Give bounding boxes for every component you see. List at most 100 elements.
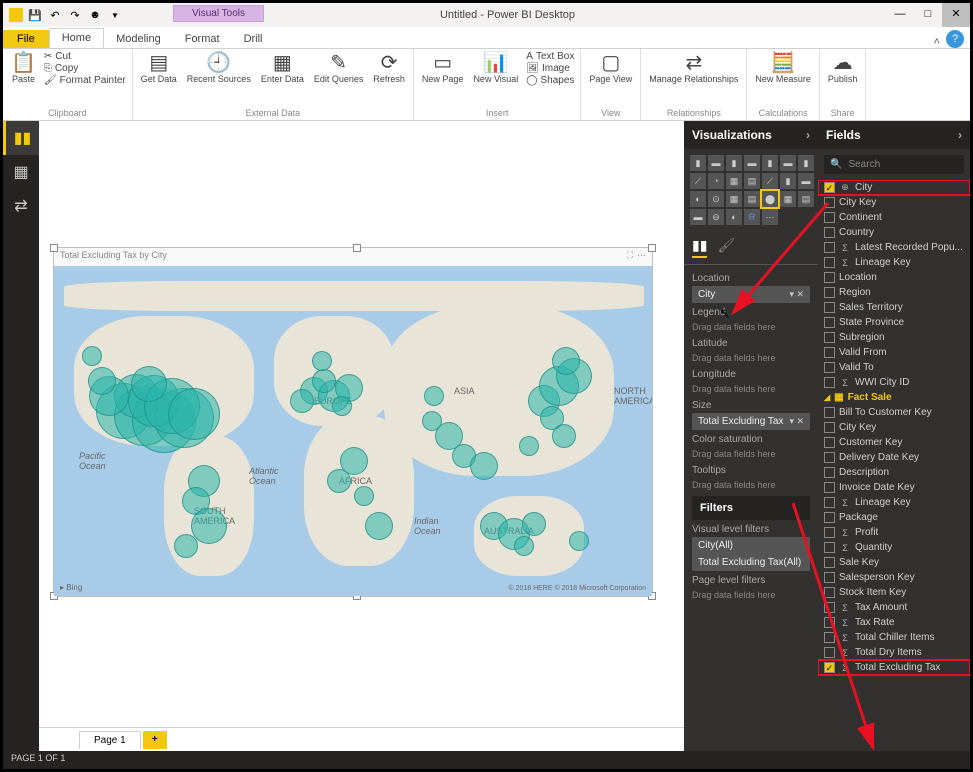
- field-checkbox[interactable]: [824, 227, 835, 238]
- viz-type[interactable]: ▤: [744, 173, 760, 189]
- field-checkbox[interactable]: [824, 332, 835, 343]
- field-checkbox[interactable]: [824, 602, 835, 613]
- field-checkbox[interactable]: [824, 557, 835, 568]
- collapse-pane-icon[interactable]: ›: [958, 128, 962, 142]
- map-bubble[interactable]: [354, 486, 374, 506]
- resize-handle[interactable]: [50, 244, 58, 252]
- field-item[interactable]: City Key: [818, 420, 970, 435]
- field-item[interactable]: ✓ΣTotal Excluding Tax: [818, 660, 970, 675]
- map-bubble[interactable]: [312, 351, 332, 371]
- viz-type[interactable]: ▬: [690, 209, 706, 225]
- legend-field-well[interactable]: Drag data fields here: [692, 320, 810, 334]
- tooltips-field-well[interactable]: Drag data fields here: [692, 478, 810, 492]
- field-checkbox[interactable]: [824, 242, 835, 253]
- field-checkbox[interactable]: [824, 287, 835, 298]
- viz-type[interactable]: ▦: [726, 191, 742, 207]
- viz-type[interactable]: ▮: [798, 155, 814, 171]
- visual-filter[interactable]: City(All): [692, 537, 810, 554]
- viz-type[interactable]: ▤: [798, 191, 814, 207]
- enter-data-button[interactable]: ▦Enter Data: [259, 51, 306, 86]
- model-view-button[interactable]: ⇄: [3, 189, 39, 223]
- map-bubble[interactable]: [174, 534, 198, 558]
- field-checkbox[interactable]: [824, 272, 835, 283]
- modeling-tab[interactable]: Modeling: [104, 30, 173, 48]
- field-checkbox[interactable]: [824, 647, 835, 658]
- viz-type[interactable]: ◐: [726, 209, 742, 225]
- map-bubble[interactable]: [82, 346, 102, 366]
- field-item[interactable]: Delivery Date Key: [818, 450, 970, 465]
- field-checkbox[interactable]: [824, 302, 835, 313]
- field-checkbox[interactable]: ✓: [824, 182, 835, 193]
- viz-type[interactable]: ⊖: [708, 209, 724, 225]
- location-field-well[interactable]: City▾ ✕: [692, 286, 810, 303]
- longitude-field-well[interactable]: Drag data fields here: [692, 382, 810, 396]
- field-item[interactable]: Continent: [818, 210, 970, 225]
- map-bubble[interactable]: [290, 389, 314, 413]
- field-item[interactable]: Package: [818, 510, 970, 525]
- save-icon[interactable]: 💾: [27, 7, 43, 23]
- manage-relationships-button[interactable]: ⇄Manage Relationships: [647, 51, 740, 86]
- map-bubble[interactable]: [365, 512, 393, 540]
- field-item[interactable]: ΣWWI City ID: [818, 375, 970, 390]
- field-checkbox[interactable]: [824, 377, 835, 388]
- field-item[interactable]: ΣTotal Chiller Items: [818, 630, 970, 645]
- map-bubble[interactable]: [191, 508, 227, 544]
- field-checkbox[interactable]: [824, 317, 835, 328]
- field-checkbox[interactable]: [824, 467, 835, 478]
- viz-type[interactable]: ⋯: [762, 209, 778, 225]
- field-item[interactable]: ΣLineage Key: [818, 495, 970, 510]
- home-tab[interactable]: Home: [49, 28, 104, 48]
- minimize-button[interactable]: —: [886, 3, 914, 27]
- map-bubble[interactable]: [422, 411, 442, 431]
- maximize-button[interactable]: □: [914, 3, 942, 27]
- redo-icon[interactable]: ↷: [67, 7, 83, 23]
- shapes-button[interactable]: ◯ Shapes: [526, 75, 574, 86]
- field-checkbox[interactable]: [824, 542, 835, 553]
- field-item[interactable]: ΣTax Rate: [818, 615, 970, 630]
- map-bubble[interactable]: [312, 369, 336, 393]
- map-bubble[interactable]: [470, 452, 498, 480]
- field-item[interactable]: ΣLineage Key: [818, 255, 970, 270]
- field-item[interactable]: Bill To Customer Key: [818, 405, 970, 420]
- viz-type[interactable]: R: [744, 209, 760, 225]
- map-bubble[interactable]: [88, 367, 116, 395]
- viz-type[interactable]: ▮: [762, 155, 778, 171]
- focus-mode-icon[interactable]: ⛶: [627, 250, 633, 264]
- fields-search[interactable]: 🔍 Search: [824, 155, 964, 174]
- copy-button[interactable]: ⎘ Copy: [44, 63, 126, 74]
- map-visual[interactable]: Total Excluding Tax by City ⛶ ⋯ NORTH AM…: [53, 247, 653, 597]
- viz-type[interactable]: ▦: [726, 173, 742, 189]
- viz-type[interactable]: ▦: [780, 191, 796, 207]
- map-bubble[interactable]: [332, 396, 352, 416]
- new-visual-button[interactable]: 📊New Visual: [471, 51, 520, 86]
- refresh-button[interactable]: ⟳Refresh: [371, 51, 407, 86]
- field-checkbox[interactable]: [824, 512, 835, 523]
- field-checkbox[interactable]: [824, 257, 835, 268]
- resize-handle[interactable]: [648, 244, 656, 252]
- visual-filter[interactable]: Total Excluding Tax(All): [692, 554, 810, 571]
- undo-icon[interactable]: ↶: [47, 7, 63, 23]
- latitude-field-well[interactable]: Drag data fields here: [692, 351, 810, 365]
- field-item[interactable]: ✓⊕City: [818, 180, 970, 195]
- resize-handle[interactable]: [353, 244, 361, 252]
- field-item[interactable]: Location: [818, 270, 970, 285]
- field-item[interactable]: ΣQuantity: [818, 540, 970, 555]
- new-page-button[interactable]: ▭New Page: [420, 51, 466, 86]
- viz-type[interactable]: ▮: [780, 173, 796, 189]
- map-bubble[interactable]: [327, 469, 351, 493]
- field-checkbox[interactable]: [824, 212, 835, 223]
- viz-type[interactable]: ▮: [690, 155, 706, 171]
- edit-queries-button[interactable]: ✎Edit Queries: [312, 51, 366, 86]
- map-area[interactable]: NORTH AMERICA SOUTH AMERICA EUROPE AFRIC…: [54, 266, 652, 596]
- close-button[interactable]: ✕: [942, 3, 970, 27]
- viz-type[interactable]: ▬: [744, 155, 760, 171]
- map-bubble[interactable]: [131, 366, 167, 402]
- format-painter-button[interactable]: 🖌 Format Painter: [44, 75, 126, 86]
- field-item[interactable]: Customer Key: [818, 435, 970, 450]
- field-checkbox[interactable]: [824, 632, 835, 643]
- map-bubble[interactable]: [424, 386, 444, 406]
- field-item[interactable]: State Province: [818, 315, 970, 330]
- add-page-button[interactable]: +: [143, 731, 167, 749]
- field-checkbox[interactable]: [824, 587, 835, 598]
- page-view-button[interactable]: ▢Page View: [587, 51, 634, 86]
